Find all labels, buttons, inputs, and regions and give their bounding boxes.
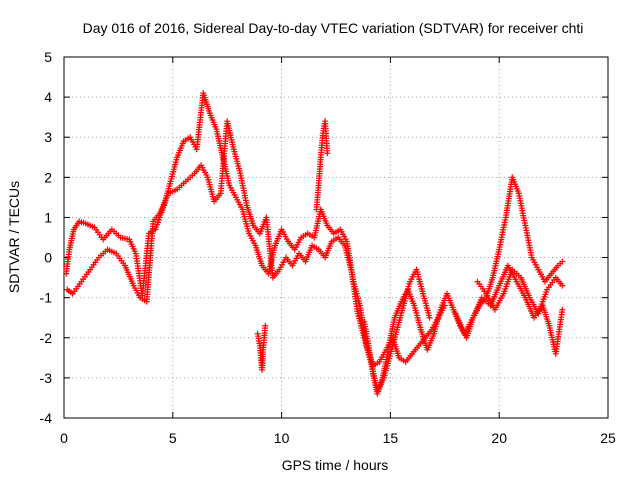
x-tick-label: 20 [491,430,507,446]
data-point [324,150,331,157]
y-tick-label: 4 [44,89,52,105]
x-tick-label: 10 [274,430,290,446]
data-point [262,322,269,329]
y-tick-labels: -4 -3 -2 -1 0 1 2 3 4 5 [40,49,53,426]
y-tick-label: 1 [44,209,52,225]
y-axis-label: SDTVAR / TECUs [6,181,22,293]
y-tick-label: -1 [40,290,53,306]
chart-title: Day 016 of 2016, Sidereal Day-to-day VTE… [83,20,584,36]
y-tick-label: 0 [44,250,52,266]
y-tick-label: 3 [44,129,52,145]
y-tick-label: -3 [40,370,53,386]
axis-ticks [63,56,609,419]
x-tick-label: 5 [169,430,177,446]
data-points [63,90,566,397]
plot-frame [63,56,609,419]
x-tick-label: 0 [60,430,68,446]
y-tick-label: -2 [40,330,53,346]
y-tick-label: 2 [44,169,52,185]
y-tick-label: 5 [44,49,52,65]
data-point [559,258,566,265]
data-point [559,306,566,313]
grid-lines [64,57,608,418]
x-axis-label: GPS time / hours [282,457,389,473]
x-tick-labels: 0 5 10 15 20 25 [60,430,616,446]
x-tick-label: 25 [600,430,616,446]
y-tick-label: -4 [40,410,53,426]
data-point [559,282,566,289]
x-tick-label: 15 [383,430,399,446]
data-point [426,314,433,321]
